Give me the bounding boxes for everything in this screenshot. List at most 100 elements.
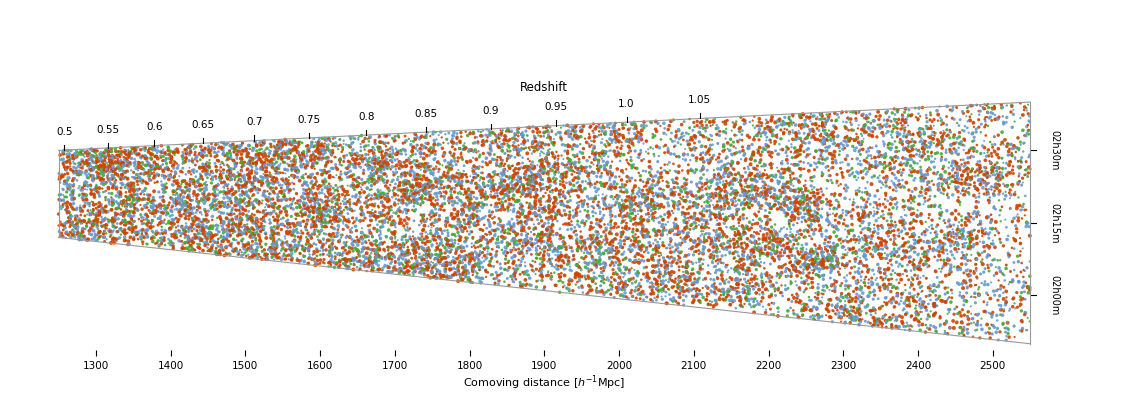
Point	[535, 245, 553, 252]
Point	[953, 139, 971, 145]
Point	[255, 247, 273, 253]
Point	[518, 281, 536, 288]
Point	[319, 155, 337, 162]
Point	[903, 156, 921, 163]
Point	[772, 127, 790, 133]
Point	[924, 246, 942, 252]
Point	[179, 226, 197, 232]
Point	[914, 149, 932, 155]
Point	[428, 136, 446, 143]
Point	[723, 181, 742, 187]
Point	[184, 236, 202, 243]
Point	[660, 279, 678, 285]
Point	[700, 158, 718, 164]
Point	[244, 205, 262, 211]
Point	[341, 201, 359, 207]
Point	[144, 194, 162, 201]
Point	[898, 157, 916, 163]
Point	[752, 245, 770, 251]
Point	[909, 105, 928, 111]
Point	[177, 224, 195, 231]
Point	[408, 242, 426, 248]
Point	[287, 200, 305, 207]
Point	[763, 114, 781, 120]
Point	[781, 229, 799, 235]
Point	[71, 208, 90, 215]
Point	[985, 162, 1004, 168]
Point	[988, 175, 1006, 181]
Point	[601, 141, 619, 147]
Point	[522, 178, 540, 184]
Point	[608, 137, 626, 144]
Point	[745, 240, 763, 246]
Point	[268, 175, 286, 182]
Point	[398, 210, 416, 216]
Point	[683, 214, 701, 220]
Point	[64, 178, 82, 184]
Point	[439, 254, 457, 260]
Point	[539, 147, 557, 154]
Point	[551, 199, 569, 205]
Point	[404, 184, 422, 191]
Point	[754, 282, 772, 288]
Point	[473, 279, 491, 286]
Point	[543, 222, 561, 229]
Point	[833, 207, 852, 213]
Point	[459, 186, 477, 192]
Point	[459, 270, 477, 276]
Point	[398, 187, 416, 193]
Point	[151, 220, 169, 226]
Point	[541, 228, 559, 234]
Point	[527, 266, 545, 272]
Point	[374, 223, 392, 230]
Point	[196, 171, 214, 177]
Point	[138, 204, 156, 211]
Point	[841, 246, 860, 252]
Point	[218, 153, 236, 160]
Point	[633, 243, 651, 250]
Point	[551, 194, 569, 200]
Point	[992, 105, 1010, 111]
Point	[429, 275, 447, 281]
Point	[463, 212, 481, 219]
Point	[820, 251, 838, 258]
Point	[134, 233, 152, 240]
Point	[592, 173, 610, 180]
Point	[853, 207, 871, 213]
Point	[1018, 283, 1036, 290]
Point	[263, 177, 281, 183]
Point	[691, 129, 709, 135]
Point	[358, 204, 376, 210]
Point	[778, 202, 796, 209]
Point	[348, 234, 366, 240]
Point	[675, 137, 693, 143]
Point	[169, 183, 187, 190]
Point	[92, 155, 110, 162]
Point	[678, 180, 696, 187]
Point	[903, 231, 921, 237]
Point	[533, 140, 551, 146]
Point	[162, 153, 180, 160]
Point	[769, 245, 787, 251]
Point	[143, 156, 161, 162]
Point	[245, 198, 263, 204]
Point	[1007, 225, 1025, 232]
Point	[499, 259, 517, 266]
Point	[171, 233, 189, 239]
Point	[586, 257, 604, 263]
Point	[256, 159, 274, 166]
Point	[764, 233, 782, 240]
Point	[960, 117, 979, 124]
Point	[1012, 142, 1030, 148]
Point	[928, 274, 946, 281]
Point	[812, 261, 830, 268]
Point	[1008, 289, 1026, 296]
Point	[115, 211, 133, 218]
Point	[611, 189, 629, 195]
Point	[431, 271, 449, 277]
Point	[590, 238, 608, 245]
Point	[345, 261, 363, 267]
Point	[617, 220, 635, 226]
Point	[406, 247, 424, 253]
Point	[71, 149, 90, 155]
